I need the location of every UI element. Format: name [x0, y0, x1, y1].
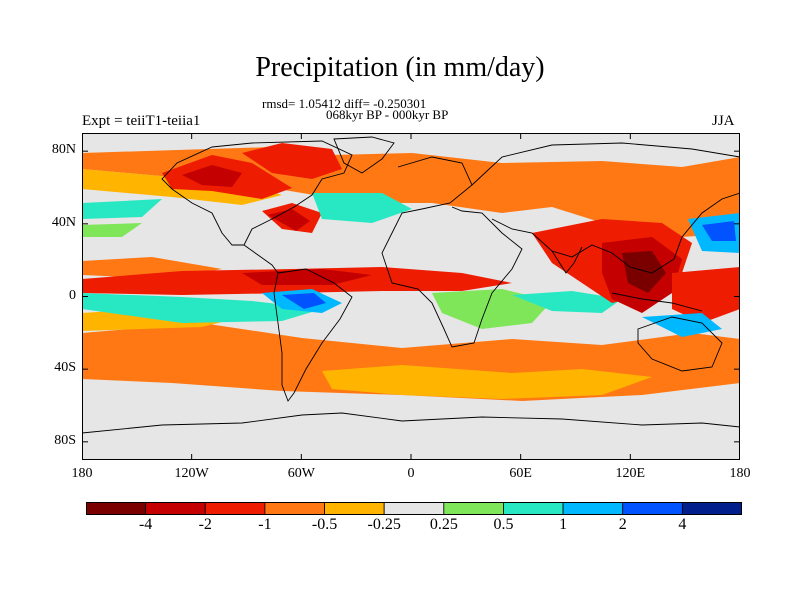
- colorbar-cell: [503, 502, 564, 515]
- x-tick-label: 120E: [615, 466, 646, 481]
- fill-region: [702, 221, 736, 241]
- colorbar-cell: [681, 502, 742, 515]
- colorbar-label: 0.5: [493, 516, 514, 533]
- coastline-india: [551, 246, 583, 274]
- fill-region: [82, 199, 162, 219]
- colorbar-cell: [86, 502, 147, 515]
- plot-title: Precipitation (in mm/day): [255, 52, 545, 83]
- colorbar-cell: [622, 502, 683, 515]
- colorbar-cells: [86, 502, 742, 515]
- colorbar-label: -1: [258, 516, 272, 533]
- fill-region: [242, 269, 372, 285]
- coastline-central-america: [243, 244, 279, 274]
- y-tick-label: 40S: [54, 360, 76, 376]
- coastline-antarctica: [82, 412, 740, 434]
- y-tick-label: 40N: [51, 214, 76, 230]
- colorbar-label: -0.25: [367, 516, 401, 533]
- colorbar-cell: [145, 502, 206, 515]
- season-label: JJA: [712, 113, 735, 129]
- fill-region: [312, 193, 412, 223]
- colorbar-cell: [204, 502, 266, 515]
- colorbar-cell: [264, 502, 325, 515]
- fill-region: [322, 365, 652, 399]
- colorbar-label: 0.25: [429, 516, 458, 533]
- fill-region: [672, 267, 740, 323]
- colorbar: [86, 502, 742, 515]
- colorbar-cell: [443, 502, 504, 515]
- axis-ticks: [82, 133, 740, 460]
- colorbar-label: 1: [559, 516, 568, 533]
- experiment-label: Expt = teiiT1-teiia1: [82, 113, 201, 129]
- colorbar-frame: [86, 502, 742, 515]
- colorbar-cell: [562, 502, 624, 515]
- colorbar-label: 2: [618, 516, 627, 533]
- y-tick-label: 80S: [54, 432, 76, 448]
- anomaly-fill-regions: [82, 143, 740, 401]
- x-tick-label: 180: [729, 466, 751, 481]
- y-tick-label: 0: [69, 287, 76, 303]
- x-tick-label: 0: [407, 466, 415, 481]
- fill-region: [622, 251, 666, 293]
- colorbar-label: 4: [678, 516, 687, 533]
- fill-region: [242, 143, 342, 179]
- fill-region: [268, 209, 310, 231]
- coastline-greenland: [333, 136, 395, 174]
- colorbar-label: -4: [138, 516, 153, 533]
- coastline-north-america: [161, 140, 353, 246]
- colorbar-label: -2: [198, 516, 212, 533]
- x-tick-label: 60W: [287, 466, 315, 481]
- period-subtitle: 068kyr BP - 000kyr BP: [326, 107, 449, 122]
- fill-region: [642, 313, 722, 337]
- coastline-asia: [471, 142, 740, 274]
- coastline-south-america: [273, 268, 353, 402]
- y-tick-label: 80N: [51, 142, 76, 158]
- coastline-europe-africa: [381, 156, 523, 348]
- fill-region: [282, 293, 326, 309]
- fill-region: [82, 223, 142, 237]
- colorbar-cell: [383, 502, 445, 515]
- colorbar-cell: [324, 502, 385, 515]
- coastline-australia: [637, 316, 723, 372]
- x-tick-label: 180: [71, 466, 93, 481]
- x-tick-label: 120W: [174, 466, 209, 481]
- colorbar-label: -0.5: [311, 516, 338, 533]
- coastline-indonesia: [611, 292, 703, 312]
- fill-region: [182, 165, 242, 187]
- rmsd-diff-text: rmsd= 1.05412 diff= -0.250301: [262, 96, 427, 111]
- x-tick-label: 60E: [509, 466, 532, 481]
- fill-region: [82, 293, 322, 323]
- coastlines: [82, 136, 740, 434]
- precipitation-map: [82, 133, 740, 460]
- fill-region: [512, 291, 622, 313]
